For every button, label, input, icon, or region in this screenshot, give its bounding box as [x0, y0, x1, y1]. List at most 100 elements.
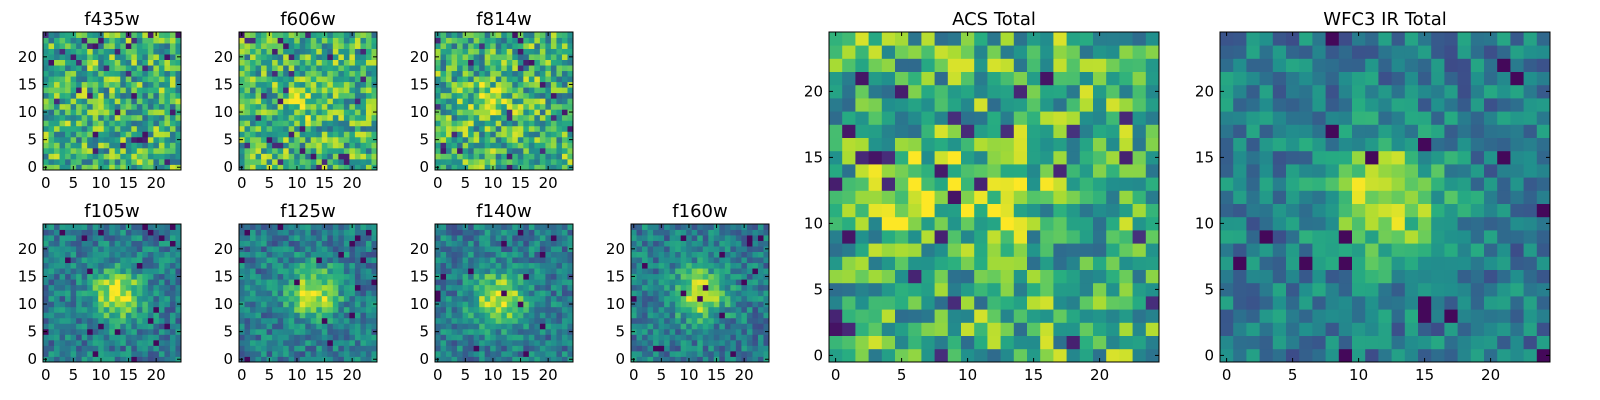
heatmap-cell [338, 235, 345, 241]
heatmap-cell [158, 295, 165, 302]
heatmap-cell [451, 98, 458, 105]
heatmap-cell [702, 312, 709, 319]
heatmap-cell [697, 328, 704, 335]
heatmap-cell [713, 301, 720, 308]
heatmap-cell [255, 48, 262, 55]
heatmap-cell [495, 284, 502, 291]
heatmap-cell [506, 235, 513, 241]
heatmap-cell [87, 317, 94, 324]
heatmap-cell [255, 328, 262, 335]
heatmap-cell [658, 350, 665, 357]
heatmap-cell [479, 125, 486, 132]
heatmap-cell [65, 70, 71, 77]
heatmap-cell [120, 59, 127, 66]
heatmap-cell [239, 257, 245, 264]
heatmap-cell [81, 273, 88, 280]
heatmap-cell [490, 301, 497, 308]
heatmap-cell [153, 153, 160, 160]
heatmap-cell [534, 345, 541, 352]
heatmap-cell [120, 251, 127, 258]
heatmap-cell [283, 131, 290, 138]
heatmap-cell [158, 98, 165, 105]
heatmap-cell [299, 81, 306, 88]
heatmap-cell [244, 284, 251, 291]
heatmap-cell [446, 334, 452, 341]
heatmap-cell [829, 164, 843, 178]
heatmap-cell [484, 317, 491, 324]
heatmap-cell [158, 339, 165, 346]
heatmap-cell [842, 150, 856, 165]
heatmap-cell [462, 98, 469, 105]
heatmap-cell [283, 65, 290, 72]
heatmap-cell [490, 279, 497, 286]
heatmap-cell [708, 229, 715, 236]
heatmap-cell [647, 251, 654, 258]
heatmap-cell [283, 164, 290, 171]
heatmap-cell [484, 328, 491, 335]
heatmap-cell [92, 224, 99, 230]
heatmap-cell [561, 103, 568, 110]
heatmap-cell [713, 262, 720, 269]
panel-title: f140w [476, 201, 531, 222]
heatmap-cell [125, 251, 132, 258]
heatmap-cell [829, 335, 843, 350]
heatmap-cell [523, 54, 530, 60]
heatmap-cell [451, 240, 458, 247]
heatmap-cell [479, 229, 486, 236]
heatmap-cell [48, 131, 55, 138]
heatmap-cell [103, 125, 110, 132]
heatmap-cell [561, 235, 568, 241]
heatmap-cell [473, 240, 480, 247]
heatmap-cell [164, 65, 171, 72]
heatmap-cell [288, 98, 295, 105]
heatmap-cell [512, 273, 519, 280]
heatmap-cell [43, 103, 49, 110]
heatmap-cell [921, 216, 935, 231]
heatmap-cell [310, 54, 317, 60]
heatmap-cell [517, 317, 524, 324]
heatmap-cell [310, 356, 317, 363]
heatmap-cell [1132, 348, 1147, 363]
heatmap-cell [48, 268, 55, 275]
heatmap-cell [895, 282, 909, 297]
heatmap-cell [59, 54, 66, 60]
heatmap-cell [310, 251, 317, 258]
heatmap-cell [164, 125, 171, 132]
heatmap-cell [120, 240, 127, 247]
heatmap-cell [283, 317, 290, 324]
heatmap-cell [664, 356, 671, 363]
heatmap-cell [636, 246, 643, 252]
heatmap-cell [746, 235, 753, 241]
heatmap-cell [288, 328, 295, 335]
heatmap-cell [43, 48, 49, 55]
heatmap-cell [250, 92, 256, 99]
heatmap-cell [446, 59, 452, 66]
heatmap-cell [158, 87, 165, 94]
heatmap-cell [114, 328, 121, 335]
heatmap-cell [371, 120, 378, 127]
heatmap-cell [506, 142, 513, 149]
heatmap-cell [1145, 348, 1160, 363]
heatmap-cell [490, 246, 497, 252]
heatmap-cell [730, 284, 737, 291]
heatmap-cell [142, 142, 149, 149]
heatmap-cell [169, 54, 176, 60]
heatmap-cell [349, 65, 356, 72]
heatmap-cell [65, 142, 71, 149]
heatmap-cell [550, 235, 557, 241]
heatmap-cell [120, 306, 127, 313]
heatmap-cell [534, 120, 541, 127]
heatmap-cell [523, 350, 530, 357]
heatmap-cell [277, 323, 284, 330]
heatmap-cell [636, 317, 643, 324]
heatmap-cell [440, 48, 447, 55]
heatmap-cell [561, 59, 568, 66]
heatmap-cell [550, 125, 557, 132]
heatmap-cell [702, 224, 709, 230]
heatmap-cell [512, 103, 519, 110]
heatmap-cell [327, 32, 334, 38]
heatmap-cell [305, 54, 312, 60]
heatmap-cell [114, 240, 121, 247]
heatmap-cell [255, 153, 262, 160]
heatmap-cell [365, 153, 372, 160]
